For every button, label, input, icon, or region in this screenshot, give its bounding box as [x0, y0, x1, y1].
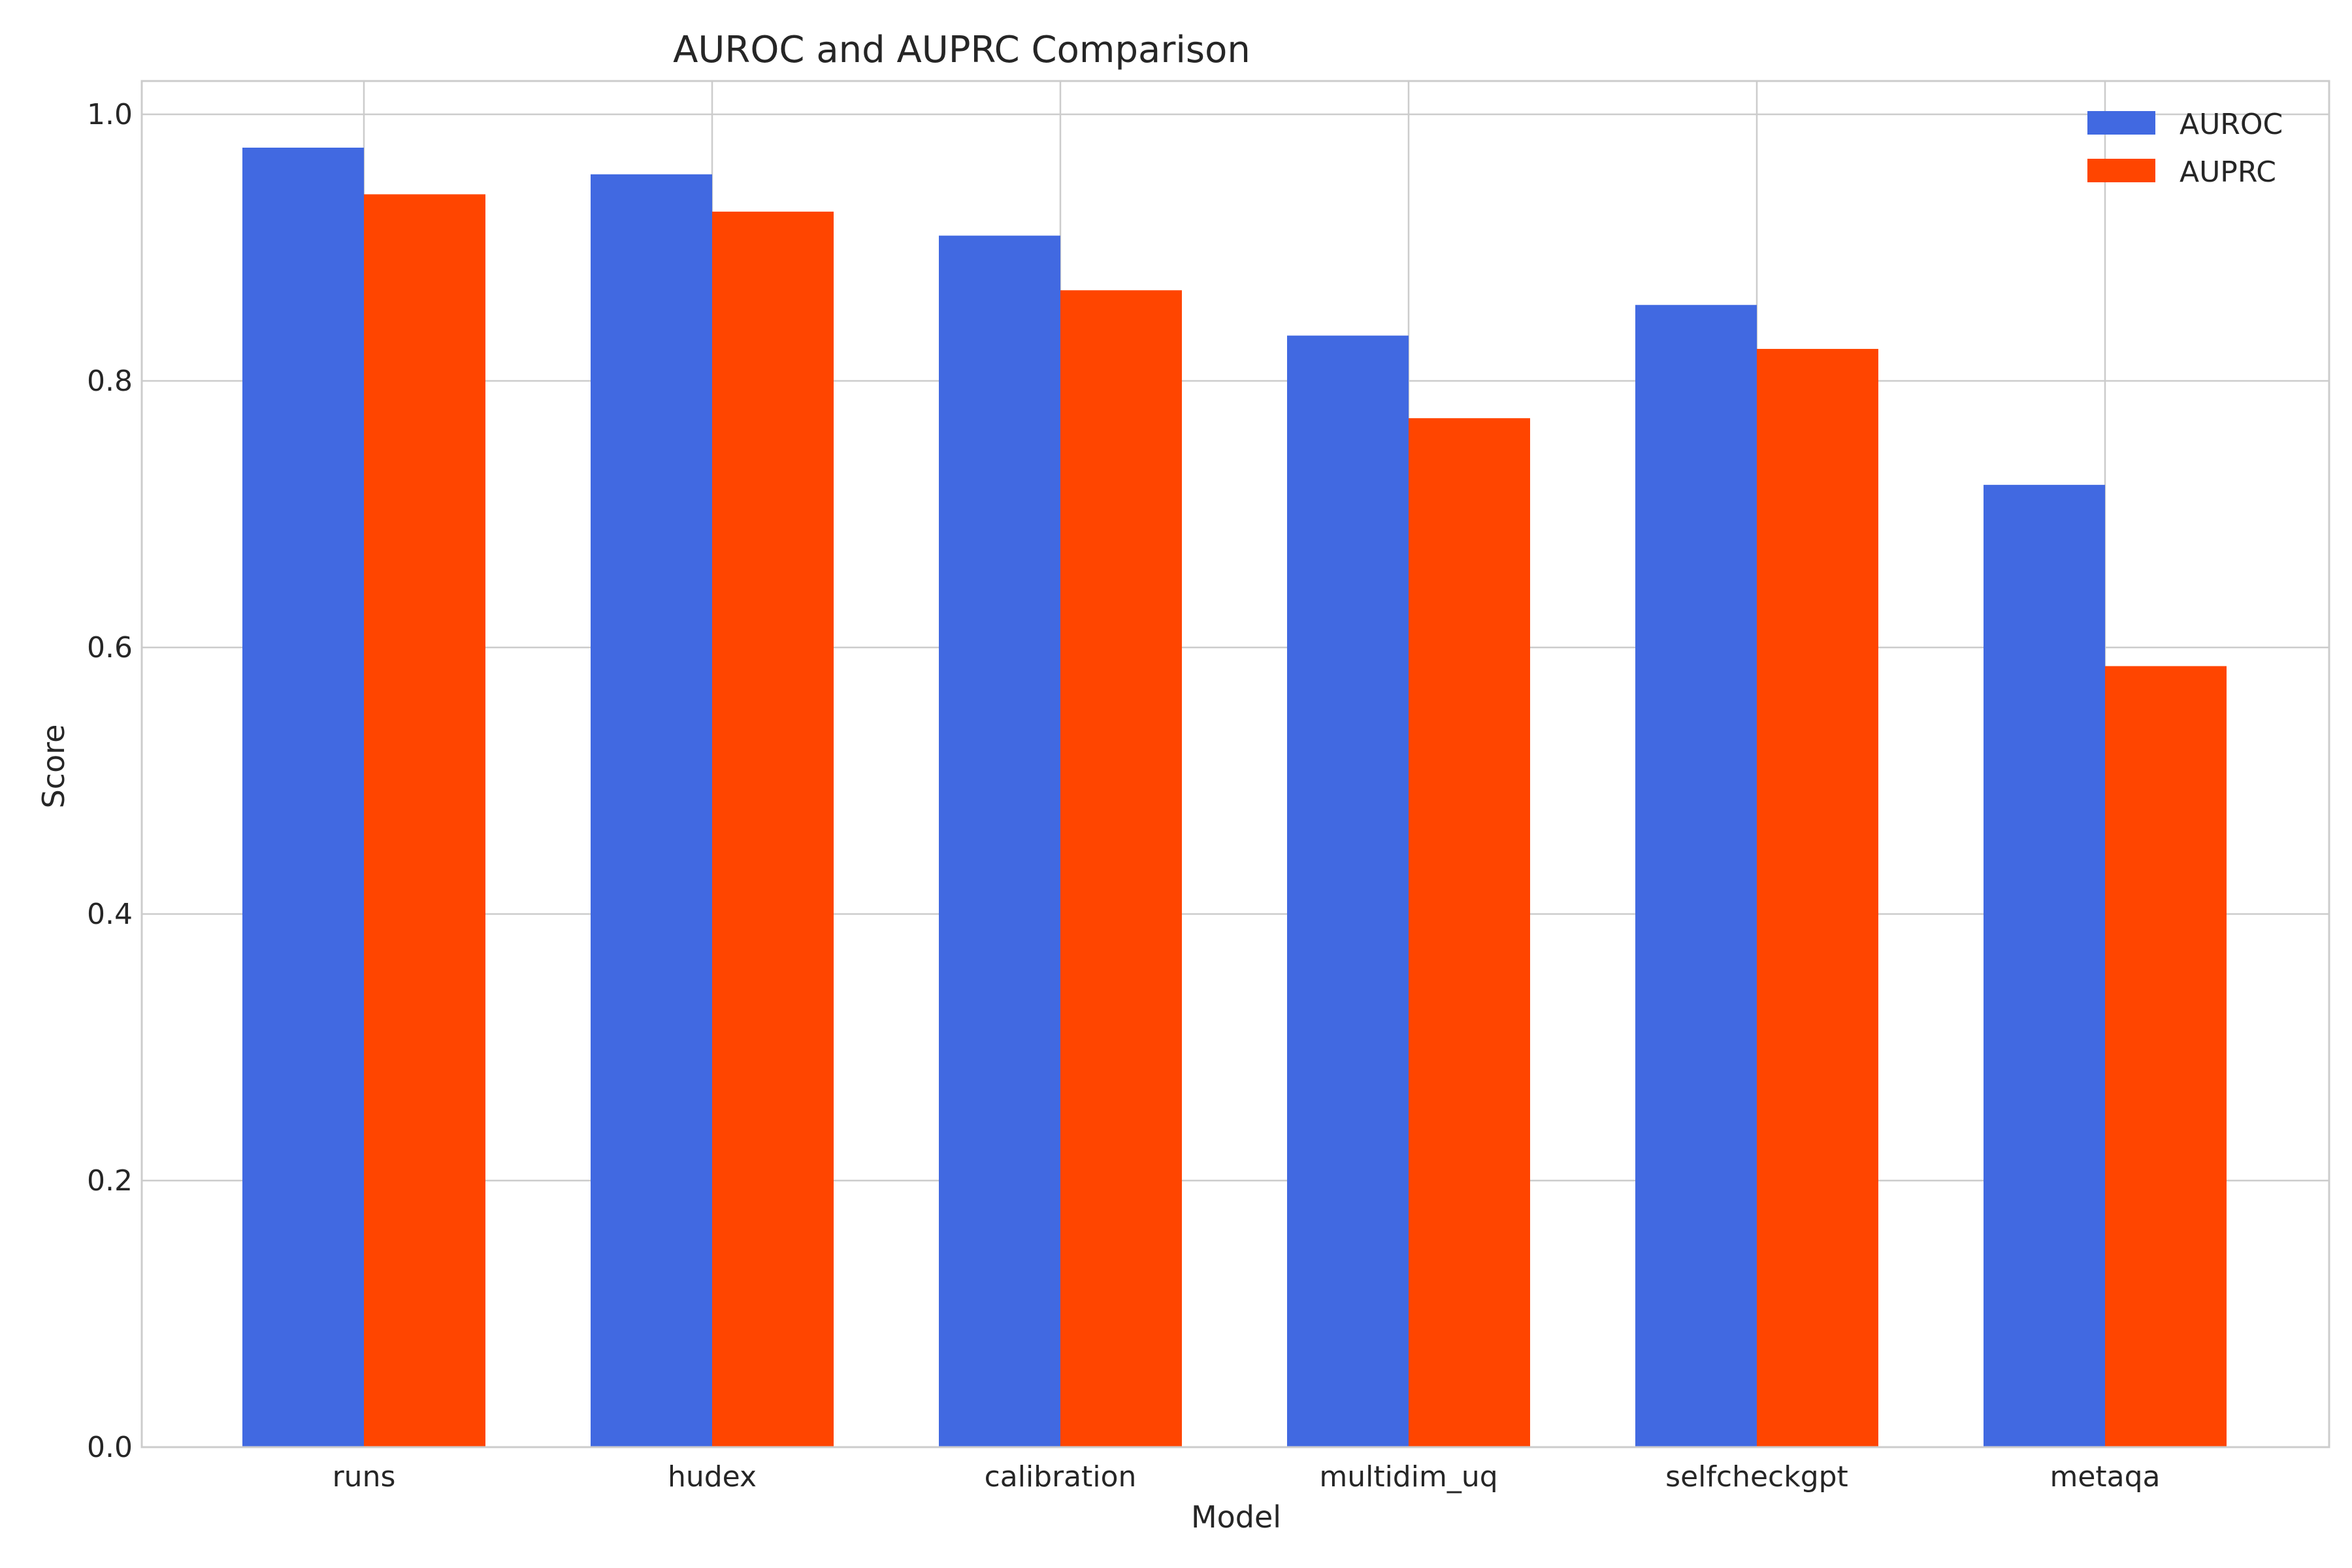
bar-auprc-runs — [364, 194, 485, 1447]
bar-auprc-metaqa — [2105, 666, 2227, 1447]
bar-auroc-hudex — [591, 174, 712, 1447]
y-tick-label: 0.2 — [87, 1164, 133, 1198]
bar-auprc-selfcheckgpt — [1757, 349, 1878, 1447]
chart-title: AUROC and AUPRC Comparison — [673, 29, 1250, 71]
x-tick-label: hudex — [668, 1460, 757, 1494]
bar-auroc-multidim_uq — [1287, 335, 1409, 1447]
y-tick-label: 0.8 — [87, 365, 133, 398]
y-tick-label: 1.0 — [87, 98, 133, 131]
bar-auroc-selfcheckgpt — [1635, 304, 1757, 1448]
x-tick-label: calibration — [985, 1460, 1137, 1494]
y-tick-label: 0.6 — [87, 631, 133, 664]
plot-frame — [140, 80, 2330, 1448]
bar-auprc-hudex — [712, 211, 834, 1447]
legend-label-auprc: AUPRC — [2180, 155, 2276, 189]
x-tick-label: metaqa — [2050, 1460, 2160, 1494]
bar-auroc-calibration — [939, 235, 1060, 1447]
y-axis-label: Score — [36, 725, 71, 809]
legend: AUROC AUPRC — [2087, 108, 2283, 189]
y-tick-label: 0.0 — [87, 1431, 133, 1464]
x-axis-label: Model — [1191, 1499, 1281, 1535]
tick-labels: 0.0 0.2 0.4 0.6 0.8 1.0 runs hudex calibration mu… — [87, 98, 2161, 1494]
y-tick-label: 0.4 — [87, 898, 133, 931]
x-tick-label: selfcheckgpt — [1665, 1460, 1848, 1494]
x-tick-label: multidim_uq — [1319, 1460, 1497, 1494]
bar-auroc-metaqa — [1984, 485, 2105, 1447]
legend-label-auroc: AUROC — [2180, 108, 2283, 141]
bar-auprc-multidim_uq — [1409, 418, 1530, 1447]
legend-swatch-auroc — [2087, 111, 2155, 135]
bars — [242, 148, 2227, 1448]
x-tick-label: runs — [333, 1460, 396, 1494]
legend-swatch-auprc — [2087, 159, 2155, 182]
bar-auroc-runs — [242, 148, 364, 1447]
bar-auprc-calibration — [1060, 290, 1182, 1447]
